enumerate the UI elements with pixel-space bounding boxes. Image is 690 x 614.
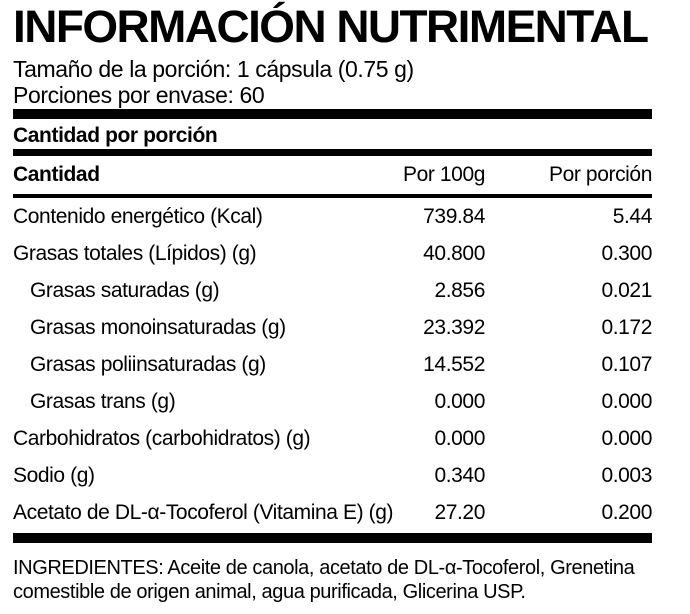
- nutrient-label: Contenido energético (Kcal): [13, 204, 263, 228]
- nutrient-label: Carbohidratos (carbohidratos) (g): [13, 426, 311, 450]
- value-per-serving: 0.107: [601, 352, 652, 376]
- table-row: Grasas saturadas (g) 2.856 0.021: [13, 272, 652, 309]
- nutrient-label: Grasas totales (Lípidos) (g): [13, 241, 257, 265]
- nutrient-label: Acetato de DL-α-Tocoferol (Vitamina E) (…: [13, 500, 394, 524]
- divider-thick-bottom: [13, 533, 652, 543]
- value-per-100g: 27.20: [434, 500, 485, 524]
- value-per-100g: 739.84: [423, 204, 485, 228]
- value-per-serving: 5.44: [612, 204, 653, 228]
- table-row: Grasas monoinsaturadas (g) 23.392 0.172: [13, 309, 652, 346]
- table-row: Carbohidratos (carbohidratos) (g) 0.000 0.…: [13, 420, 652, 457]
- nutrient-rows: Contenido energético (Kcal) 739.84 5.44 Gra…: [13, 198, 652, 531]
- value-per-serving: 0.172: [601, 315, 652, 339]
- value-per-100g: 0.000: [434, 389, 485, 413]
- table-row: Acetato de DL-α-Tocoferol (Vitamina E) (…: [13, 494, 652, 531]
- divider-thin: [13, 194, 652, 198]
- value-per-serving: 0.200: [601, 500, 652, 524]
- serving-size-text: Tamaño de la porción: 1 cápsula (0.75 g): [13, 56, 414, 82]
- value-per-serving: 0.300: [601, 241, 652, 265]
- value-per-100g: 0.340: [434, 463, 485, 487]
- value-per-100g: 0.000: [434, 426, 485, 450]
- value-per-serving: 0.000: [601, 426, 652, 450]
- ingredients-text: INGREDIENTES: Aceite de canola, acetato …: [13, 557, 635, 603]
- nutrient-label: Grasas trans (g): [30, 389, 176, 413]
- value-per-100g: 14.552: [423, 352, 485, 376]
- nutrient-label: Sodio (g): [13, 463, 95, 487]
- column-header-por-porcion: Por porción: [549, 163, 652, 186]
- value-per-serving: 0.000: [601, 389, 652, 413]
- column-header-por-100g: Por 100g: [402, 163, 485, 186]
- serving-info: Tamaño de la porción: 1 cápsula (0.75 g)…: [13, 56, 652, 108]
- value-per-serving: 0.003: [601, 463, 652, 487]
- value-per-100g: 2.856: [434, 278, 485, 302]
- value-per-100g: 40.800: [423, 241, 485, 265]
- nutrient-label: Grasas poliinsaturadas (g): [30, 352, 266, 376]
- column-header-cantidad: Cantidad: [13, 163, 100, 186]
- table-row: Sodio (g) 0.340 0.003: [13, 457, 652, 494]
- value-per-serving: 0.021: [601, 278, 652, 302]
- section-header-cantidad-por-porcion: Cantidad por porción: [13, 124, 218, 147]
- nutrient-label: Grasas monoinsaturadas (g): [30, 315, 286, 339]
- value-per-100g: 23.392: [423, 315, 485, 339]
- divider-thick-top: [13, 109, 652, 119]
- nutrient-label: Grasas saturadas (g): [30, 278, 220, 302]
- servings-per-container-text: Porciones por envase: 60: [13, 82, 265, 108]
- table-header-row: Cantidad Por 100g Por porción: [13, 163, 652, 187]
- table-row: Grasas poliinsaturadas (g) 14.552 0.107: [13, 346, 652, 383]
- table-row: Grasas totales (Lípidos) (g) 40.800 0.300: [13, 235, 652, 272]
- table-row: Grasas trans (g) 0.000 0.000: [13, 383, 652, 420]
- divider-medium: [13, 149, 652, 156]
- table-row: Contenido energético (Kcal) 739.84 5.44: [13, 198, 652, 235]
- page-title: INFORMACIÓN NUTRIMENTAL: [13, 1, 649, 52]
